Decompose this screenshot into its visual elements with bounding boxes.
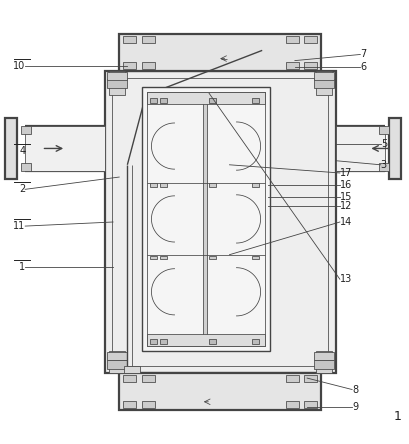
Text: 1: 1 (392, 410, 400, 423)
Bar (209, 183, 216, 186)
Text: 1: 1 (19, 262, 25, 272)
Bar (106, 79, 127, 88)
Text: 13: 13 (339, 274, 351, 284)
Bar (209, 339, 216, 344)
Bar (119, 34, 321, 71)
Text: 8: 8 (351, 385, 357, 395)
Bar (313, 71, 333, 80)
Bar (124, 366, 139, 373)
Text: 7: 7 (360, 49, 366, 59)
Bar (142, 401, 154, 408)
Bar (123, 375, 136, 382)
Bar (149, 339, 157, 344)
Text: 16: 16 (339, 180, 351, 190)
Bar (142, 87, 270, 351)
Text: 9: 9 (351, 402, 357, 412)
Bar (209, 256, 216, 259)
Bar (313, 352, 333, 360)
Bar (378, 126, 388, 134)
Bar (252, 183, 259, 186)
Bar (25, 126, 105, 171)
Bar (303, 36, 317, 43)
Bar (160, 339, 167, 344)
Bar (335, 126, 384, 171)
Text: 17: 17 (339, 168, 351, 178)
Bar (202, 97, 207, 341)
Bar (303, 375, 317, 382)
Text: 2: 2 (19, 184, 25, 194)
Bar (378, 163, 388, 171)
Bar (313, 79, 333, 88)
Bar (123, 36, 136, 43)
Bar (285, 375, 298, 382)
Bar (303, 62, 317, 69)
Bar (109, 71, 124, 95)
Bar (252, 339, 259, 344)
Text: 11: 11 (13, 221, 25, 231)
Bar (123, 62, 136, 69)
Bar (160, 183, 167, 186)
Text: 15: 15 (339, 193, 351, 202)
Bar (315, 71, 331, 95)
Bar (142, 62, 154, 69)
Bar (160, 98, 167, 103)
Bar (119, 373, 321, 410)
Text: 10: 10 (13, 61, 25, 71)
Text: 3: 3 (380, 160, 386, 170)
Bar (146, 92, 265, 346)
Bar (146, 333, 265, 346)
Bar (209, 98, 216, 103)
Bar (142, 36, 154, 43)
Bar (252, 256, 259, 259)
Bar (106, 360, 127, 369)
Text: 4: 4 (19, 147, 25, 156)
Bar (106, 71, 127, 80)
Bar (252, 98, 259, 103)
Bar (303, 401, 317, 408)
Bar (21, 163, 31, 171)
Bar (315, 351, 331, 373)
Bar (149, 256, 157, 259)
Bar (160, 256, 167, 259)
Bar (388, 118, 400, 179)
Bar (146, 92, 265, 104)
Bar (106, 352, 127, 360)
Bar (5, 118, 17, 179)
Bar (285, 62, 298, 69)
Bar (142, 375, 154, 382)
Bar (109, 351, 124, 373)
Bar (149, 183, 157, 186)
Text: 6: 6 (360, 62, 366, 72)
Bar (313, 360, 333, 369)
Text: 12: 12 (339, 201, 351, 210)
Bar (285, 401, 298, 408)
Bar (112, 78, 328, 366)
Bar (21, 126, 31, 134)
Bar (123, 401, 136, 408)
Text: 14: 14 (339, 217, 351, 227)
Bar (149, 98, 157, 103)
Text: 5: 5 (380, 139, 386, 149)
Bar (105, 71, 335, 373)
Bar (285, 36, 298, 43)
